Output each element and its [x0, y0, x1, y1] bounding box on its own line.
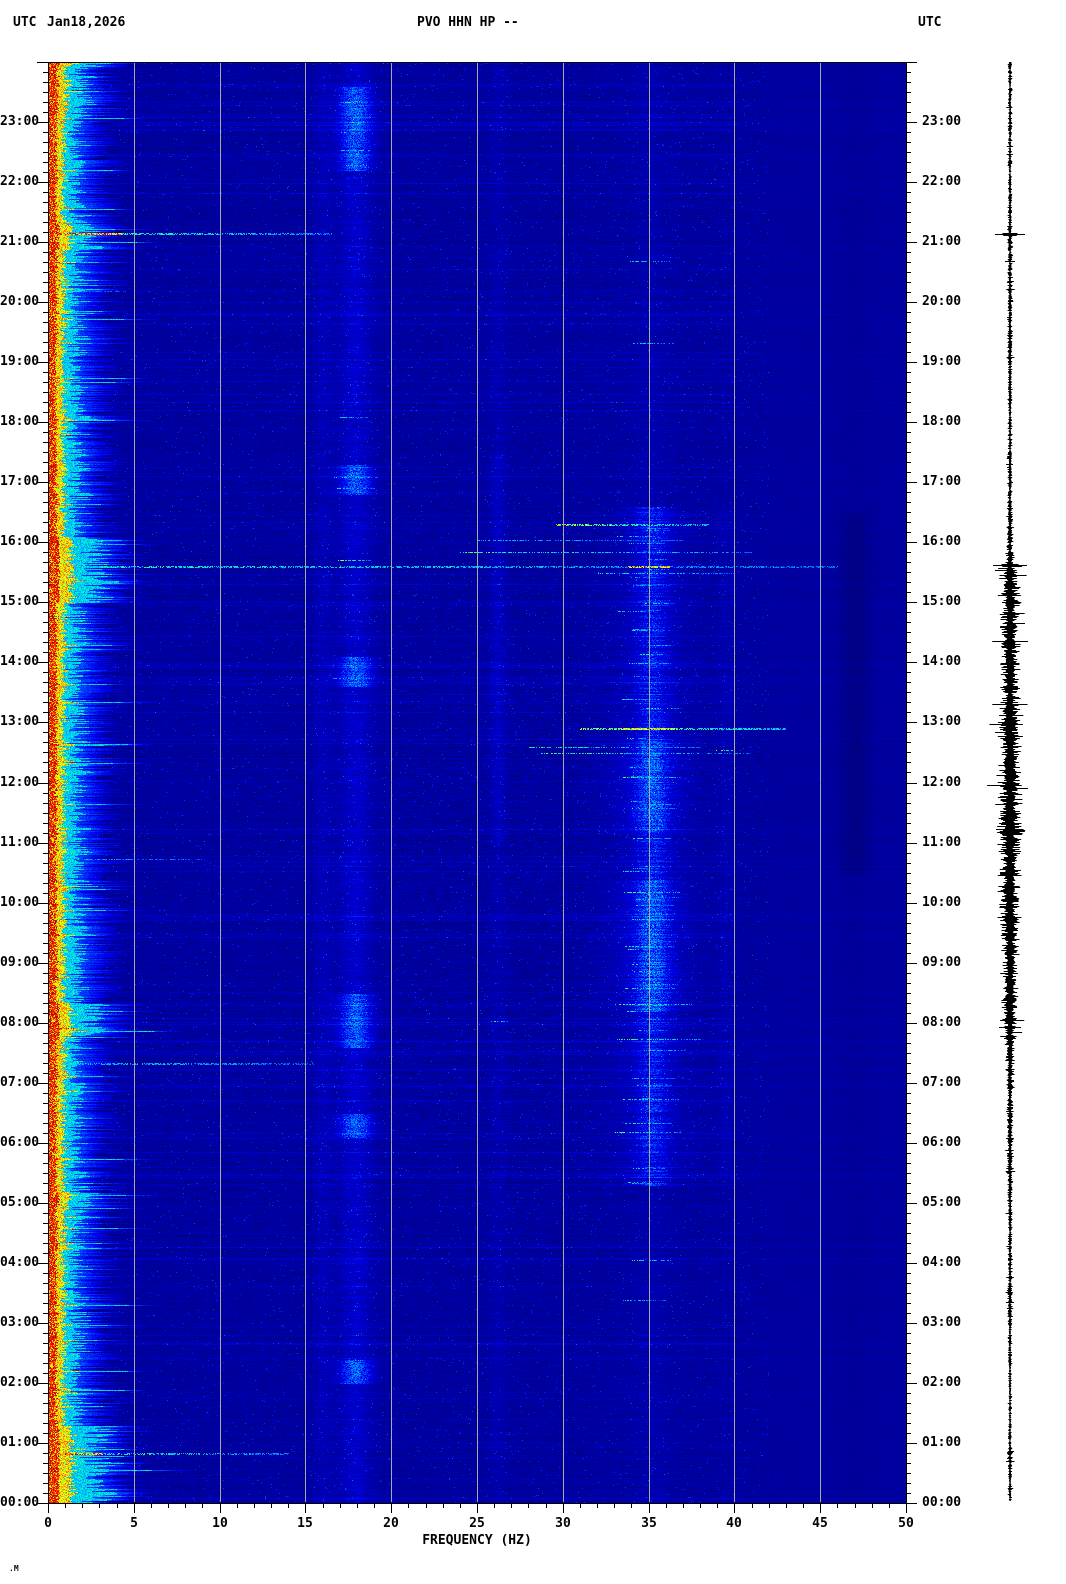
- time-label-left-1300: 13:00: [0, 714, 40, 729]
- freq-tick-label-5: 5: [130, 1516, 138, 1531]
- time-label-right-0900: 09:00: [922, 955, 962, 970]
- time-label-left-1600: 16:00: [0, 534, 40, 549]
- time-label-left-1200: 12:00: [0, 775, 40, 790]
- freq-tick-label-30: 30: [555, 1516, 571, 1531]
- time-label-right-0300: 03:00: [922, 1315, 962, 1330]
- time-label-left-0500: 05:00: [0, 1195, 40, 1210]
- time-label-right-0000: 00:00: [922, 1495, 962, 1510]
- time-label-right-2000: 20:00: [922, 294, 962, 309]
- time-label-right-1800: 18:00: [922, 414, 962, 429]
- time-label-right-0800: 08:00: [922, 1015, 962, 1030]
- time-label-left-0300: 03:00: [0, 1315, 40, 1330]
- freq-tick-label-25: 25: [469, 1516, 485, 1531]
- time-label-right-0600: 06:00: [922, 1135, 962, 1150]
- time-label-left-1900: 19:00: [0, 354, 40, 369]
- freq-tick-label-50: 50: [898, 1516, 914, 1531]
- time-label-left-1000: 10:00: [0, 895, 40, 910]
- time-label-left-1500: 15:00: [0, 594, 40, 609]
- time-label-left-0700: 07:00: [0, 1075, 40, 1090]
- time-label-right-2200: 22:00: [922, 174, 962, 189]
- time-label-right-1500: 15:00: [922, 594, 962, 609]
- time-label-right-1000: 10:00: [922, 895, 962, 910]
- time-label-left-0200: 02:00: [0, 1375, 40, 1390]
- time-label-right-1100: 11:00: [922, 835, 962, 850]
- time-label-left-0600: 06:00: [0, 1135, 40, 1150]
- time-label-right-2100: 21:00: [922, 234, 962, 249]
- time-label-left-0400: 04:00: [0, 1255, 40, 1270]
- freq-tick-label-35: 35: [641, 1516, 657, 1531]
- corner-artifact-mark: .M: [9, 1564, 19, 1573]
- time-label-right-0700: 07:00: [922, 1075, 962, 1090]
- freq-tick-label-45: 45: [812, 1516, 828, 1531]
- freq-tick-label-20: 20: [383, 1516, 399, 1531]
- time-label-right-0500: 05:00: [922, 1195, 962, 1210]
- freq-tick-label-10: 10: [212, 1516, 228, 1531]
- time-label-left-1100: 11:00: [0, 835, 40, 850]
- time-label-right-0400: 04:00: [922, 1255, 962, 1270]
- time-label-left-2300: 23:00: [0, 114, 40, 129]
- time-label-right-1600: 16:00: [922, 534, 962, 549]
- time-label-left-2200: 22:00: [0, 174, 40, 189]
- frequency-axis-title: FREQUENCY (HZ): [422, 1533, 532, 1548]
- time-label-right-1400: 14:00: [922, 654, 962, 669]
- time-label-left-1400: 14:00: [0, 654, 40, 669]
- freq-tick-label-40: 40: [726, 1516, 742, 1531]
- freq-tick-label-0: 0: [44, 1516, 52, 1531]
- time-label-left-1800: 18:00: [0, 414, 40, 429]
- time-label-left-2100: 21:00: [0, 234, 40, 249]
- time-label-left-0000: 00:00: [0, 1495, 40, 1510]
- time-label-left-2000: 20:00: [0, 294, 40, 309]
- freq-tick-label-15: 15: [297, 1516, 313, 1531]
- time-label-right-1900: 19:00: [922, 354, 962, 369]
- time-label-left-0100: 01:00: [0, 1435, 40, 1450]
- time-label-right-1300: 13:00: [922, 714, 962, 729]
- time-label-right-0100: 01:00: [922, 1435, 962, 1450]
- time-label-right-1200: 12:00: [922, 775, 962, 790]
- time-label-right-2300: 23:00: [922, 114, 962, 129]
- time-label-left-0900: 09:00: [0, 955, 40, 970]
- time-label-left-1700: 17:00: [0, 474, 40, 489]
- time-label-right-0200: 02:00: [922, 1375, 962, 1390]
- time-label-right-1700: 17:00: [922, 474, 962, 489]
- time-label-left-0800: 08:00: [0, 1015, 40, 1030]
